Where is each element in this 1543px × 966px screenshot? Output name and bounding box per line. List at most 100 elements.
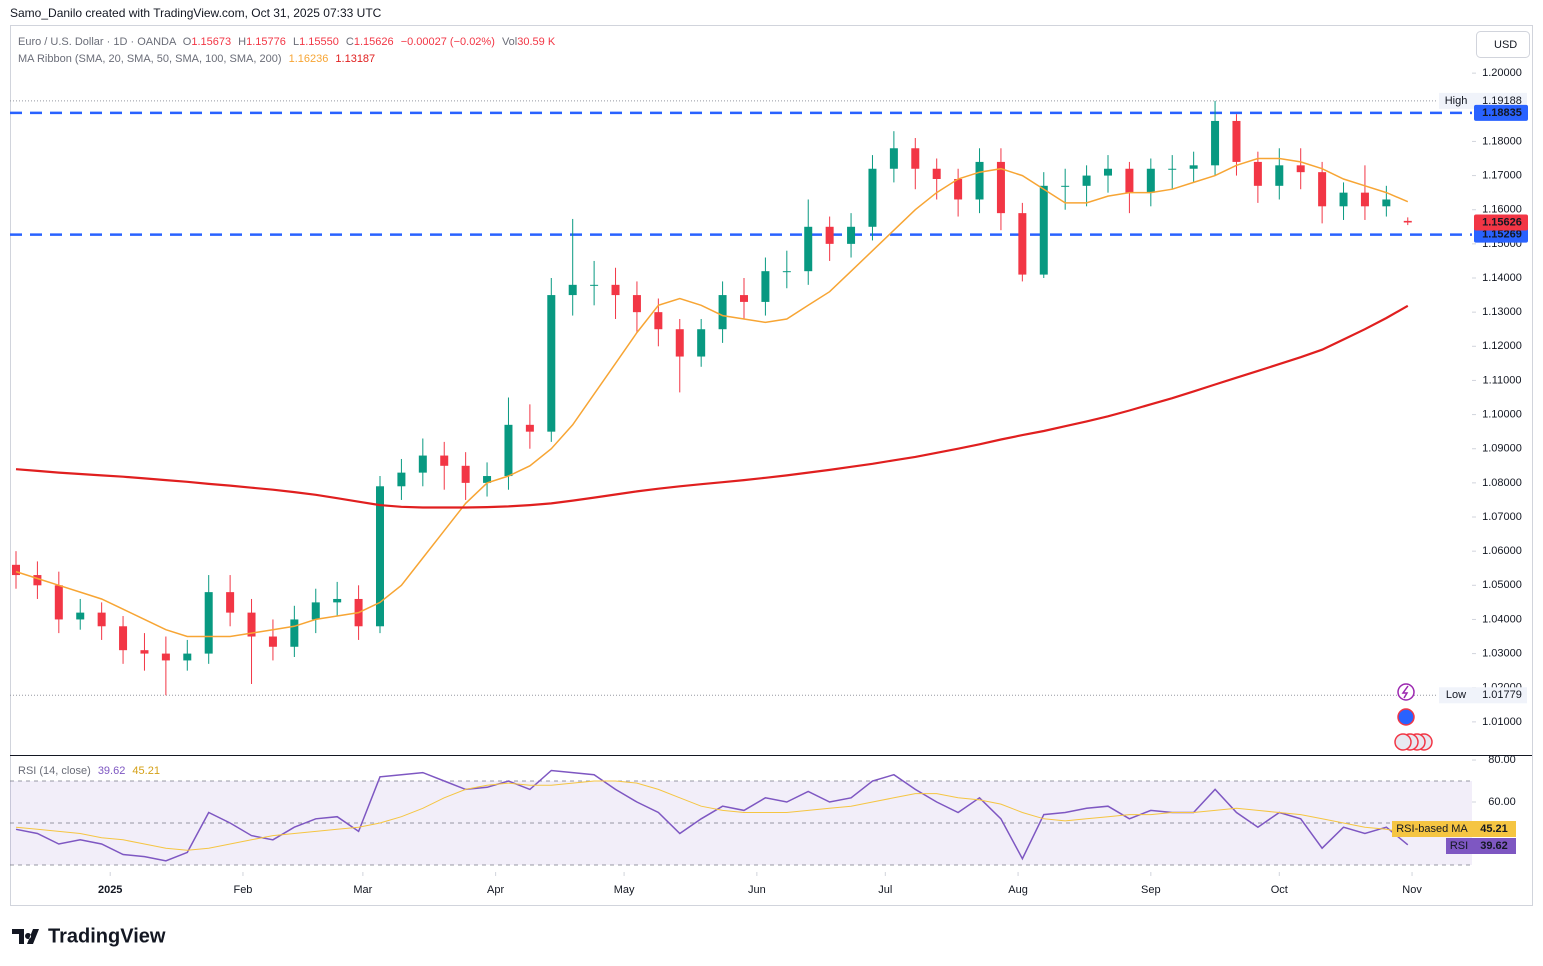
- globe-icon[interactable]: [1397, 708, 1415, 726]
- flag-icon[interactable]: [1394, 733, 1412, 751]
- x-tick-label: Nov: [1402, 884, 1422, 896]
- candle-body: [932, 168, 941, 179]
- candle-body: [718, 295, 727, 330]
- y-tick-label: 1.01000: [1482, 716, 1522, 728]
- y-tick-label: 1.14000: [1482, 272, 1522, 284]
- candle-body: [1125, 168, 1134, 193]
- ma20-value: 1.16236: [289, 53, 329, 65]
- close-value: 1.15626: [354, 36, 394, 48]
- y-tick-label: 1.08000: [1482, 477, 1522, 489]
- candle-body: [161, 653, 170, 661]
- candle-body: [1018, 213, 1027, 275]
- candle-body: [975, 161, 984, 200]
- candle-body: [1382, 199, 1391, 207]
- x-tick-label: Jul: [878, 884, 892, 896]
- candle-body: [868, 168, 877, 227]
- y-tick-label: 1.05000: [1482, 579, 1522, 591]
- currency-button[interactable]: USD: [1476, 31, 1530, 58]
- rsi-name-box: [1392, 821, 1472, 837]
- candle-body: [268, 636, 277, 647]
- candle-body: [33, 575, 42, 586]
- y-tick-label: 1.03000: [1482, 647, 1522, 659]
- candle-body: [54, 585, 63, 620]
- y-tick-label: 1.12000: [1482, 340, 1522, 352]
- y-tick-label: 1.13000: [1482, 306, 1522, 318]
- candle-body: [204, 592, 213, 654]
- candle-body: [825, 226, 834, 244]
- y-tick-label: 1.11000: [1483, 374, 1522, 386]
- x-tick-label: Apr: [487, 884, 504, 896]
- candle-body: [1061, 185, 1070, 187]
- candle-body: [1360, 192, 1369, 207]
- candle-body: [590, 284, 599, 286]
- x-tick-label: May: [614, 884, 635, 896]
- candle-body: [461, 465, 470, 483]
- x-tick-label: 2025: [98, 884, 122, 896]
- x-tick-label: Feb: [233, 884, 252, 896]
- candle-body: [76, 612, 85, 620]
- credit: Samo_Danilo created with TradingView.com…: [10, 6, 382, 20]
- candle-body: [504, 424, 513, 477]
- rsi-ma-value: 45.21: [132, 765, 160, 777]
- candle-body: [397, 472, 406, 487]
- candle-body: [1146, 168, 1155, 193]
- brand-logo: [12, 929, 39, 944]
- candle-body: [782, 271, 791, 273]
- candle-body: [1103, 168, 1112, 176]
- level-label-box: [1474, 226, 1528, 243]
- low-value: 1.15550: [299, 36, 339, 48]
- candle-body: [739, 295, 748, 302]
- extreme-label-box: [1439, 92, 1527, 109]
- lightning-icon[interactable]: [1397, 683, 1415, 701]
- rsi-value-label: 39.62: [1480, 840, 1508, 852]
- candle-body: [226, 592, 235, 613]
- change-value: −0.00027 (−0.02%): [401, 36, 495, 48]
- rsi-value-label: 45.21: [1480, 823, 1508, 835]
- candle-body: [483, 476, 492, 483]
- candle-body: [1039, 185, 1048, 275]
- candle-body: [761, 271, 770, 302]
- candle-body: [97, 612, 106, 627]
- y-tick-label: 1.06000: [1482, 545, 1522, 557]
- x-tick-label: Aug: [1008, 884, 1028, 896]
- currency-label[interactable]: USD: [1494, 39, 1517, 51]
- brand-name: TradingView: [48, 925, 166, 947]
- last-price-label: 1.15626: [1482, 216, 1522, 228]
- y-tick-label: 1.09000: [1482, 443, 1522, 455]
- candle-body: [568, 284, 577, 296]
- level-label: 1.15269: [1482, 229, 1522, 241]
- candle-body: [119, 626, 128, 651]
- ma-line: [15, 304, 1409, 509]
- ma-legend: MA Ribbon (SMA, 20, SMA, 50, SMA, 100, S…: [18, 53, 375, 65]
- lightning-glyph: [1401, 685, 1409, 699]
- y-tick-label: 1.17000: [1482, 169, 1522, 181]
- volume-value: 30.59 K: [517, 36, 556, 48]
- candle-body: [1318, 172, 1327, 207]
- high-value: 1.15776: [246, 36, 286, 48]
- rsi-value: 39.62: [98, 765, 126, 777]
- candle-body: [333, 598, 342, 603]
- candle-body: [1339, 192, 1348, 207]
- rsi-value-box: [1472, 821, 1516, 837]
- extreme-label-box: [1439, 687, 1527, 704]
- l-label: L: [293, 36, 299, 48]
- currency-button-box[interactable]: [1476, 31, 1530, 58]
- candle-body: [440, 455, 449, 466]
- extreme-name: Low: [1446, 689, 1466, 701]
- candle-body: [654, 312, 663, 330]
- candle-body: [1232, 120, 1241, 162]
- candle-body: [547, 295, 556, 432]
- x-tick-label: Jun: [748, 884, 766, 896]
- candle-body: [632, 295, 641, 313]
- rsi-name-label: RSI-based MA: [1396, 823, 1468, 835]
- candle-body: [311, 602, 320, 620]
- candle-body: [804, 226, 813, 272]
- ma-line: [15, 157, 1409, 638]
- last-price-label-box: [1474, 214, 1528, 231]
- rsi-legend: RSI (14, close) 39.62 45.21: [18, 765, 160, 777]
- candle-body: [611, 284, 620, 296]
- candle-body: [418, 455, 427, 473]
